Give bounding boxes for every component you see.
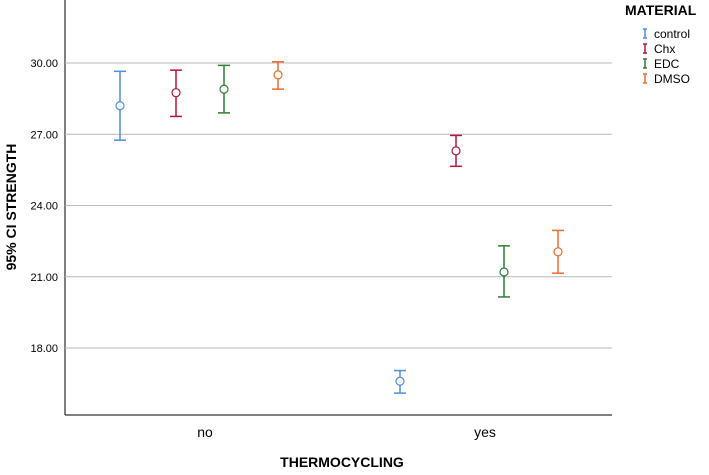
legend-title: MATERIAL — [625, 2, 697, 18]
legend-item-control: control — [643, 27, 690, 41]
x-tick-labels: no yes — [197, 424, 496, 440]
y-axis-title: 95% CI STRENGTH — [3, 144, 19, 271]
legend-label: DMSO — [654, 72, 690, 86]
mean-marker — [553, 247, 563, 257]
y-tick-label: 24.00 — [30, 201, 58, 213]
error-bar-edc-yes — [498, 245, 510, 298]
error-bar-edc-no — [218, 64, 230, 114]
legend-item-dmso: DMSO — [643, 72, 690, 86]
legend-label: control — [654, 27, 690, 41]
legend-item-chx: Chx — [643, 42, 675, 56]
x-tick-label: no — [197, 424, 213, 440]
error-bars — [114, 61, 564, 394]
mean-marker — [273, 70, 283, 80]
mean-marker — [219, 84, 229, 94]
mean-marker — [499, 267, 509, 277]
error-bar-control-yes — [394, 369, 406, 394]
error-bar-dmso-no — [272, 61, 284, 90]
legend-item-edc: EDC — [643, 57, 680, 71]
x-tick-label: yes — [474, 424, 496, 440]
error-bar-chx-yes — [450, 134, 462, 168]
error-bar-dmso-yes — [552, 229, 564, 274]
x-axis-title: THERMOCYCLING — [280, 454, 404, 470]
y-tick-label: 27.00 — [30, 129, 58, 141]
error-bar-control-no — [114, 70, 126, 141]
y-tick-labels: 18.00 21.00 24.00 27.00 30.00 — [30, 58, 58, 355]
mean-marker — [115, 101, 125, 111]
mean-marker — [395, 376, 405, 386]
y-tick-label: 18.00 — [30, 343, 58, 355]
legend-label: Chx — [654, 42, 675, 56]
error-bar-chx-no — [170, 69, 182, 118]
legend-label: EDC — [654, 57, 680, 71]
y-tick-label: 30.00 — [30, 58, 58, 70]
gridlines — [65, 62, 612, 349]
mean-marker — [171, 88, 181, 98]
y-tick-label: 21.00 — [30, 272, 58, 284]
mean-marker — [451, 146, 461, 156]
